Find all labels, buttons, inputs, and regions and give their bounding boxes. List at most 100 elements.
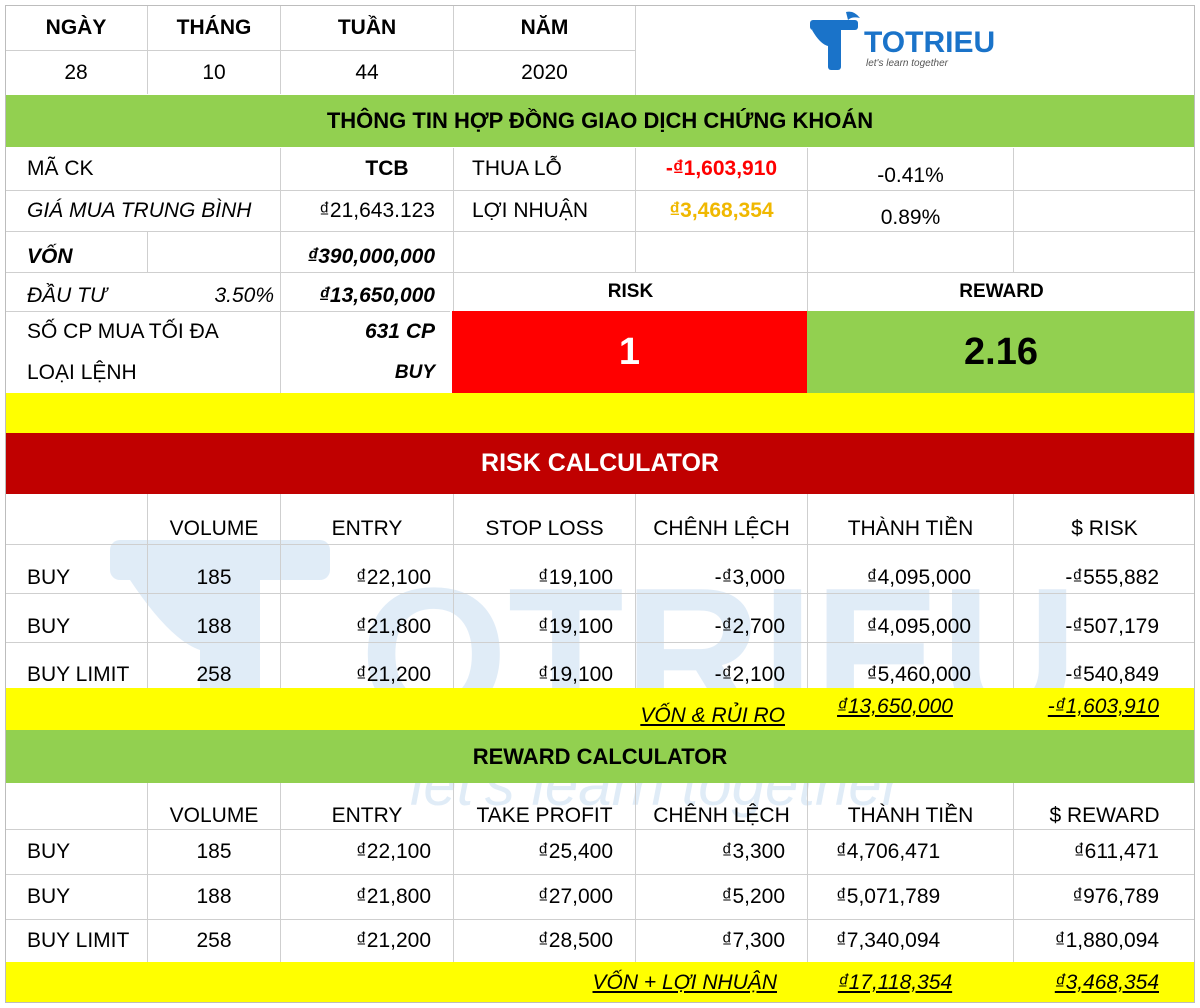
reward-total-row: VỐN + LỢI NHUẬN ₫17,118,354 ₫3,468,354 <box>5 962 1195 1003</box>
table-row: BUY 185 ₫22,100 ₫19,100 -₫3,000 ₫4,095,0… <box>5 545 1195 593</box>
capital-label: VỐN <box>27 245 73 268</box>
logo-cell <box>635 5 1195 95</box>
reward-value: 2.16 <box>807 311 1195 393</box>
risk-row-volume: 188 <box>147 594 280 642</box>
risk-row-type: BUY <box>27 566 71 589</box>
contract-title: THÔNG TIN HỢP ĐỒNG GIAO DỊCH CHỨNG KHOÁN <box>326 108 874 133</box>
year-label: NĂM <box>453 5 635 50</box>
risk-row-stop-loss: ₫19,100 <box>453 594 635 642</box>
table-row: BUY 188 ₫21,800 ₫27,000 ₫5,200 ₫5,071,78… <box>5 875 1195 919</box>
reward-calc-title: REWARD CALCULATOR <box>472 743 728 769</box>
contract-row-capital: VỐN ₫390,000,000 <box>5 232 1195 272</box>
reward-row-reward: ₫1,880,094 <box>1013 920 1195 962</box>
reward-row-amount: ₫4,706,471 <box>807 830 1013 874</box>
risk-row-entry: ₫22,100 <box>280 545 453 593</box>
table-row: BUY 188 ₫21,800 ₫19,100 -₫2,700 ₫4,095,0… <box>5 594 1195 642</box>
risk-row-type: BUY LIMIT <box>27 662 130 686</box>
risk-header-stop-loss: STOP LOSS <box>453 494 635 544</box>
date-header-row: NGÀY THÁNG TUẦN NĂM <box>5 5 1195 95</box>
reward-row-type: BUY <box>27 840 71 863</box>
capital-value: ₫390,000,000 <box>280 232 453 272</box>
day-value: 28 <box>64 60 88 84</box>
reward-row-type: BUY LIMIT <box>27 929 130 952</box>
reward-row-reward: ₫976,789 <box>1013 875 1195 919</box>
reward-row-take-profit: ₫27,000 <box>453 875 635 919</box>
contract-title-bar: THÔNG TIN HỢP ĐỒNG GIAO DỊCH CHỨNG KHOÁN <box>5 95 1195 147</box>
reward-label: REWARD <box>807 273 1195 311</box>
risk-header-volume: VOLUME <box>147 494 280 544</box>
risk-row-entry: ₫21,800 <box>280 594 453 642</box>
code-value: TCB <box>280 148 453 190</box>
risk-row-diff: -₫2,700 <box>635 594 807 642</box>
risk-value: 1 <box>452 311 807 393</box>
reward-total-label: VỐN + LỢI NHUẬN <box>592 970 778 994</box>
loss-label: THUA LỖ <box>453 148 635 190</box>
yellow-spacer <box>5 393 1195 433</box>
risk-total-label: VỐN & RỦI RO <box>640 704 785 727</box>
contract-row-invest: ĐẦU TƯ 3.50% ₫13,650,000 RISK REWARD <box>5 273 1195 311</box>
risk-total-risk: -₫1,603,910 <box>1047 695 1159 718</box>
reward-header-reward: $ REWARD <box>1013 783 1195 829</box>
risk-row-stop-loss: ₫19,100 <box>453 643 635 688</box>
reward-row-volume: 188 <box>147 875 280 919</box>
risk-row-entry: ₫21,200 <box>280 643 453 688</box>
risk-row-amount: ₫5,460,000 <box>807 643 1013 688</box>
profit-pct: 0.89% <box>807 191 1013 231</box>
svg-text:TOTRIEU: TOTRIEU <box>864 26 995 59</box>
table-row: BUY LIMIT 258 ₫21,200 ₫19,100 -₫2,100 ₫5… <box>5 643 1195 688</box>
contract-row-code: MÃ CK TCB THUA LỖ -₫1,603,910 -0.41% <box>5 148 1195 190</box>
reward-row-diff: ₫5,200 <box>635 875 807 919</box>
reward-row-volume: 185 <box>147 830 280 874</box>
reward-header-take-profit: TAKE PROFIT <box>453 783 635 829</box>
invest-value: ₫13,650,000 <box>280 273 453 311</box>
loss-pct: -0.41% <box>807 148 1013 190</box>
loss-value: -₫1,603,910 <box>635 148 807 190</box>
risk-header-diff: CHÊNH LỆCH <box>635 494 807 544</box>
reward-row-entry: ₫21,800 <box>280 875 453 919</box>
date-values-row: 28 10 44 2020 <box>5 51 1195 94</box>
risk-header-entry: ENTRY <box>280 494 453 544</box>
risk-row-volume: 258 <box>147 643 280 688</box>
reward-row-amount: ₫7,340,094 <box>807 920 1013 962</box>
risk-row-type: BUY <box>27 615 71 638</box>
risk-header-risk: $ RISK <box>1013 494 1195 544</box>
risk-header-amount: THÀNH TIỀN <box>807 494 1013 544</box>
risk-row-stop-loss: ₫19,100 <box>453 545 635 593</box>
reward-total-reward: ₫3,468,354 <box>1054 970 1159 994</box>
reward-row-take-profit: ₫25,400 <box>453 830 635 874</box>
risk-calc-title: RISK CALCULATOR <box>481 449 719 477</box>
reward-row-entry: ₫21,200 <box>280 920 453 962</box>
week-label: TUẦN <box>280 5 453 50</box>
reward-row-take-profit: ₫28,500 <box>453 920 635 962</box>
invest-label: ĐẦU TƯ <box>27 284 107 307</box>
max-shares-label: SỐ CP MUA TỐI ĐA <box>27 319 219 343</box>
year-value: 2020 <box>453 51 635 94</box>
risk-label: RISK <box>453 273 807 311</box>
code-label: MÃ CK <box>27 157 94 180</box>
day-label: NGÀY <box>45 15 107 39</box>
profit-label: LỢI NHUẬN <box>453 191 635 231</box>
risk-row-volume: 185 <box>147 545 280 593</box>
risk-row-amount: ₫4,095,000 <box>807 545 1013 593</box>
table-row: BUY 185 ₫22,100 ₫25,400 ₫3,300 ₫4,706,47… <box>5 830 1195 874</box>
risk-row-diff: -₫2,100 <box>635 643 807 688</box>
order-type-value: BUY <box>280 352 453 393</box>
reward-row-diff: ₫3,300 <box>635 830 807 874</box>
reward-header-row: VOLUME ENTRY TAKE PROFIT CHÊNH LỆCH THÀN… <box>5 783 1195 829</box>
month-value: 10 <box>147 51 280 94</box>
reward-header-volume: VOLUME <box>147 783 280 829</box>
risk-row-amount: ₫4,095,000 <box>807 594 1013 642</box>
reward-total-amount: ₫17,118,354 <box>837 970 953 994</box>
table-row: BUY LIMIT 258 ₫21,200 ₫28,500 ₫7,300 ₫7,… <box>5 920 1195 962</box>
risk-row-risk: -₫540,849 <box>1013 643 1195 688</box>
reward-row-volume: 258 <box>147 920 280 962</box>
contract-row-avg-price: GIÁ MUA TRUNG BÌNH ₫21,643.123 LỢI NHUẬN… <box>5 191 1195 231</box>
month-label: THÁNG <box>147 5 280 50</box>
avg-price-value: ₫21,643.123 <box>280 191 453 231</box>
reward-header-diff: CHÊNH LỆCH <box>635 783 807 829</box>
svg-text:let's learn together: let's learn together <box>866 58 949 69</box>
reward-row-type: BUY <box>27 885 71 908</box>
invest-pct: 3.50% <box>214 284 274 307</box>
reward-header-amount: THÀNH TIỀN <box>807 783 1013 829</box>
